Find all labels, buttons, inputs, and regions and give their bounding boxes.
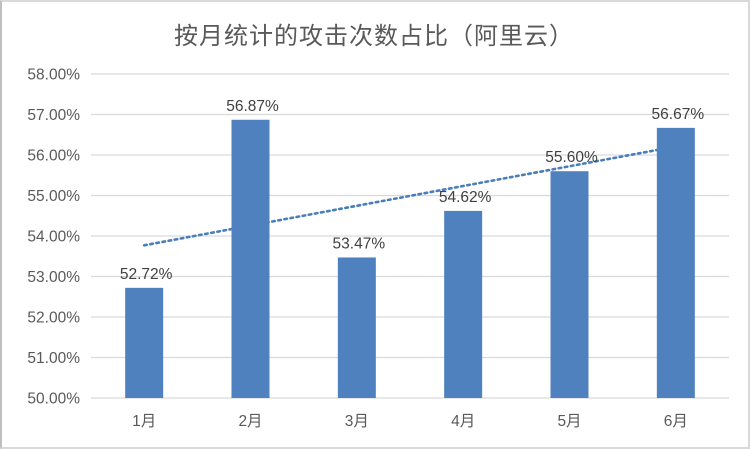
y-axis-tick-label: 56.00%: [27, 148, 80, 165]
bar-value-label: 56.87%: [226, 98, 279, 115]
chart-title: 按月统计的攻击次数占比（阿里云）: [174, 24, 574, 50]
x-axis-tick-label: 5月: [557, 413, 581, 430]
bar-value-label: 53.47%: [333, 235, 386, 252]
y-axis-tick-label: 55.00%: [27, 188, 80, 205]
bar-month-3: [337, 257, 376, 398]
y-axis-tick-label: 51.00%: [27, 350, 80, 367]
x-axis-tick-label: 6月: [664, 413, 688, 430]
y-axis-tick-label: 52.00%: [27, 310, 80, 327]
x-axis-tick-label: 2月: [238, 413, 262, 430]
bar-value-label: 56.67%: [652, 106, 705, 123]
y-axis-tick-label: 50.00%: [27, 391, 80, 408]
bar-month-6: [656, 127, 695, 399]
y-axis-tick-label: 58.00%: [27, 67, 80, 84]
y-axis-tick-label: 53.00%: [27, 269, 80, 286]
y-axis-tick-label: 57.00%: [27, 107, 80, 124]
x-axis-tick-label: 1月: [132, 413, 156, 430]
x-axis-tick-label: 4月: [451, 413, 475, 430]
bar-month-4: [444, 210, 483, 398]
bar-value-label: 55.60%: [545, 149, 598, 166]
bar-month-1: [125, 287, 164, 398]
x-axis-tick-label: 3月: [345, 413, 369, 430]
bar-value-label: 54.62%: [439, 189, 492, 206]
bar-month-2: [231, 119, 270, 398]
y-axis-tick-label: 54.00%: [27, 229, 80, 246]
bar-value-label: 52.72%: [120, 266, 173, 283]
bar-month-5: [550, 171, 589, 398]
